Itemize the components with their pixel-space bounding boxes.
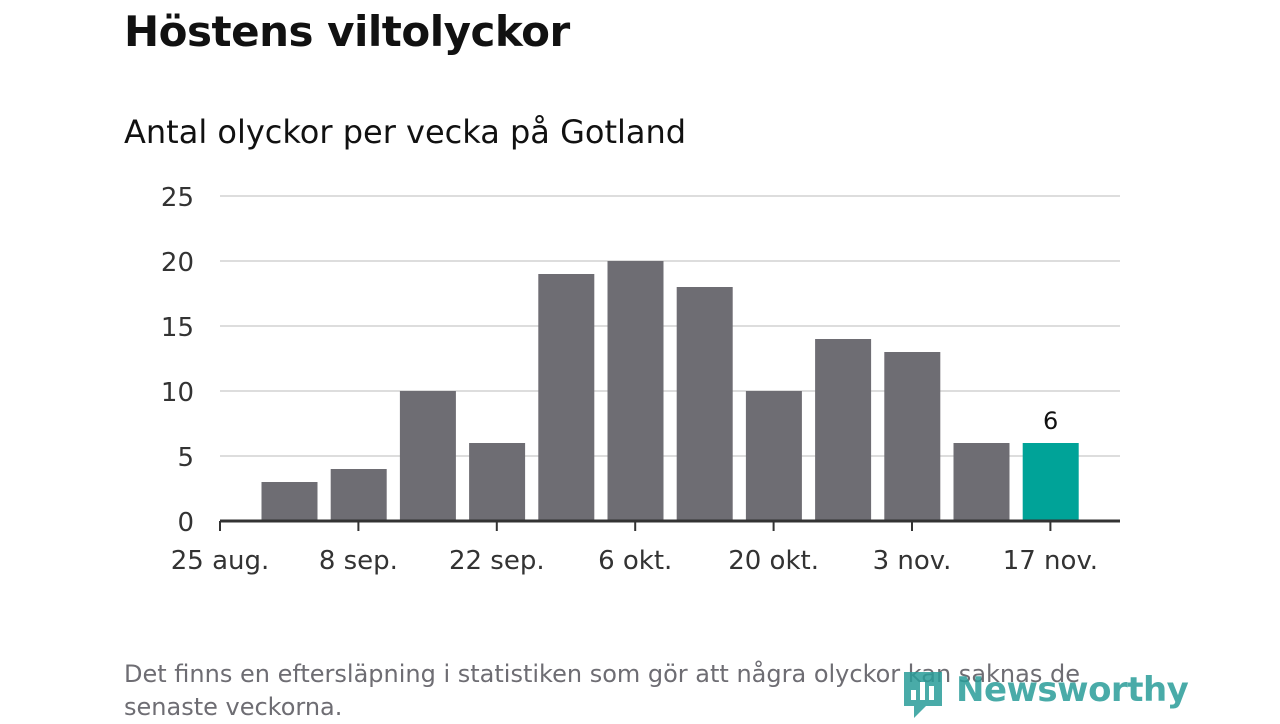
chart-subtitle: Antal olyckor per vecka på Gotland — [124, 113, 687, 151]
bar — [884, 352, 941, 521]
y-tick-label: 25 — [161, 183, 194, 213]
bars: 6 — [261, 261, 1079, 521]
bar — [953, 443, 1010, 521]
brand-name: Newsworthy — [956, 670, 1189, 710]
y-axis-ticks: 0 5 10 15 20 25 — [161, 183, 194, 538]
x-tick-label: 17 nov. — [1003, 546, 1098, 576]
chart-title: Höstens viltolyckor — [124, 7, 570, 56]
bar — [815, 339, 872, 521]
y-tick-label: 10 — [161, 378, 194, 408]
y-tick-label: 20 — [161, 248, 194, 278]
bar — [538, 274, 595, 521]
x-tick-label: 8 sep. — [319, 546, 398, 576]
y-tick-label: 15 — [161, 313, 194, 343]
newsworthy-logo-icon — [904, 672, 942, 718]
x-tick-label: 22 sep. — [449, 546, 545, 576]
bar-highlighted — [1022, 443, 1079, 521]
grid-lines — [220, 195, 1120, 457]
bar — [676, 287, 733, 521]
bar — [607, 261, 664, 521]
x-tick-label: 6 okt. — [598, 546, 672, 576]
bar — [399, 391, 456, 521]
x-tick-label: 20 okt. — [728, 546, 819, 576]
bar — [261, 482, 318, 521]
bar — [330, 469, 387, 521]
bar — [469, 443, 526, 521]
y-tick-label: 0 — [177, 508, 194, 538]
x-tick-label: 3 nov. — [873, 546, 952, 576]
x-tick-label: 25 aug. — [171, 546, 270, 576]
y-tick-label: 5 — [177, 443, 194, 473]
data-label: 6 — [1043, 407, 1058, 435]
x-axis-ticks: 25 aug. 8 sep. 22 sep. 6 okt. 20 okt. 3 nov. 1… — [171, 521, 1098, 576]
bar — [745, 391, 802, 521]
brand-logo: Newsworthy — [900, 668, 1189, 720]
